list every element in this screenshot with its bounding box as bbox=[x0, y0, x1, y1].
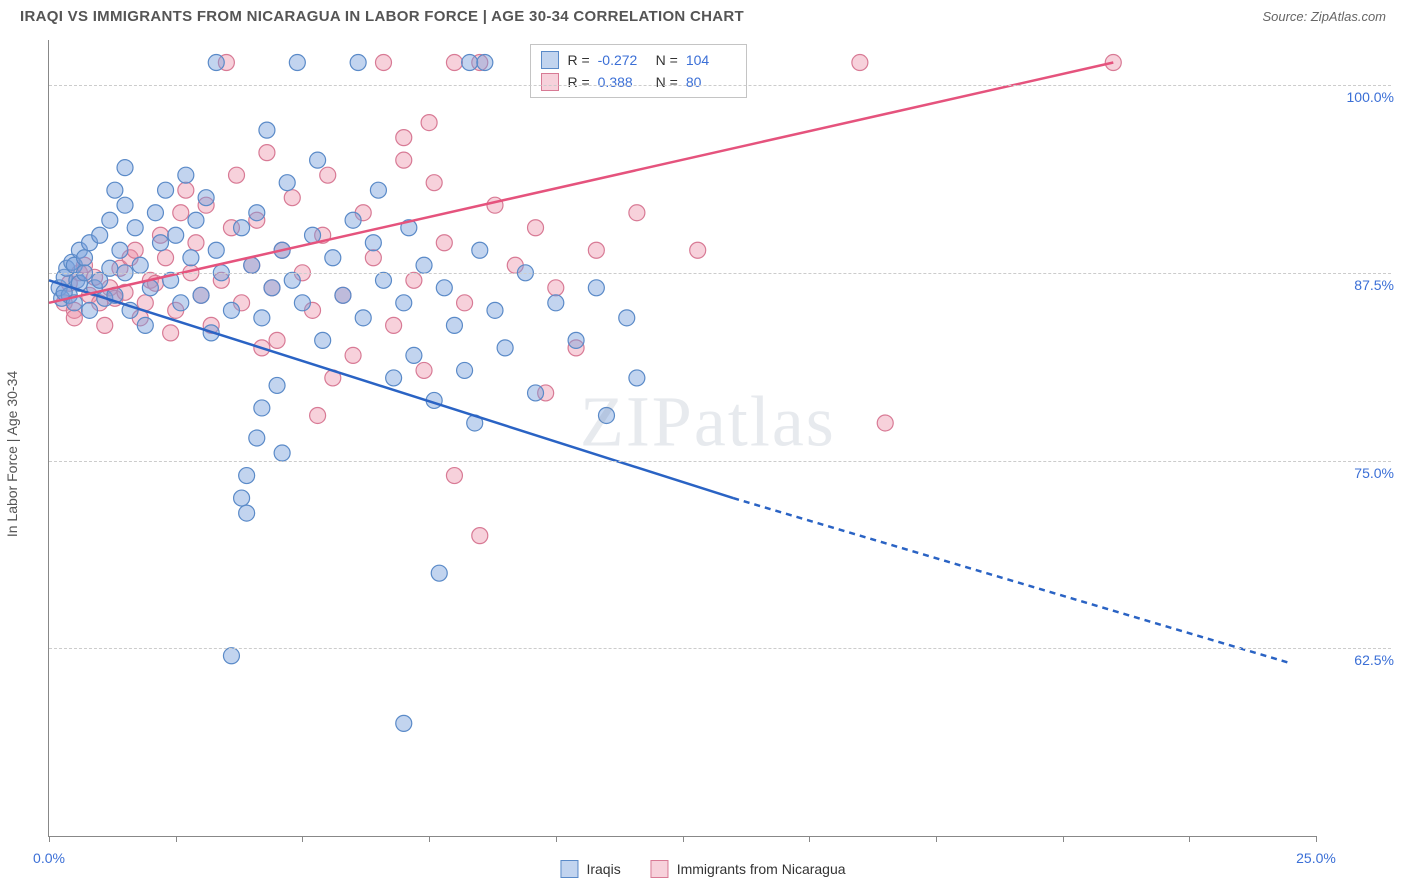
n-label: N = bbox=[656, 49, 678, 71]
xtick bbox=[1316, 836, 1317, 842]
stats-row-iraqis: R = -0.272 N = 104 bbox=[541, 49, 735, 71]
ytick-label: 75.0% bbox=[1354, 465, 1394, 481]
legend-label-iraqis: Iraqis bbox=[586, 861, 620, 877]
xtick-label: 0.0% bbox=[33, 850, 65, 866]
gridline bbox=[49, 648, 1391, 649]
xtick bbox=[176, 836, 177, 842]
ytick-label: 100.0% bbox=[1347, 89, 1394, 105]
xtick bbox=[1189, 836, 1190, 842]
chart-source: Source: ZipAtlas.com bbox=[1262, 9, 1386, 24]
chart-title: IRAQI VS IMMIGRANTS FROM NICARAGUA IN LA… bbox=[20, 8, 744, 25]
xtick bbox=[683, 836, 684, 842]
xtick bbox=[936, 836, 937, 842]
xtick bbox=[556, 836, 557, 842]
swatch-iraqis bbox=[541, 51, 559, 69]
y-axis-label: In Labor Force | Age 30-34 bbox=[4, 371, 20, 537]
n-value-iraqis: 104 bbox=[686, 49, 736, 71]
xtick bbox=[429, 836, 430, 842]
r-label: R = bbox=[567, 49, 589, 71]
n-value-nicaragua: 80 bbox=[686, 71, 736, 93]
xtick bbox=[49, 836, 50, 842]
ytick-label: 87.5% bbox=[1354, 277, 1394, 293]
series-legend: Iraqis Immigrants from Nicaragua bbox=[560, 860, 845, 878]
gridline bbox=[49, 273, 1391, 274]
xtick-label: 25.0% bbox=[1296, 850, 1336, 866]
xtick bbox=[302, 836, 303, 842]
plot-area: R = -0.272 N = 104 R = 0.388 N = 80 ZIPa… bbox=[48, 40, 1316, 837]
swatch-iraqis bbox=[560, 860, 578, 878]
xtick bbox=[1063, 836, 1064, 842]
stats-row-nicaragua: R = 0.388 N = 80 bbox=[541, 71, 735, 93]
ytick-label: 62.5% bbox=[1354, 652, 1394, 668]
r-label: R = bbox=[567, 71, 589, 93]
legend-item-nicaragua: Immigrants from Nicaragua bbox=[651, 860, 846, 878]
scatter-plot-svg bbox=[49, 40, 1316, 836]
gridline bbox=[49, 461, 1391, 462]
chart-header: IRAQI VS IMMIGRANTS FROM NICARAGUA IN LA… bbox=[0, 0, 1406, 29]
legend-label-nicaragua: Immigrants from Nicaragua bbox=[677, 861, 846, 877]
n-label: N = bbox=[656, 71, 678, 93]
r-value-iraqis: -0.272 bbox=[598, 49, 648, 71]
xtick bbox=[809, 836, 810, 842]
swatch-nicaragua bbox=[541, 73, 559, 91]
stats-legend: R = -0.272 N = 104 R = 0.388 N = 80 bbox=[530, 44, 746, 98]
gridline bbox=[49, 85, 1391, 86]
legend-item-iraqis: Iraqis bbox=[560, 860, 620, 878]
swatch-nicaragua bbox=[651, 860, 669, 878]
r-value-nicaragua: 0.388 bbox=[598, 71, 648, 93]
